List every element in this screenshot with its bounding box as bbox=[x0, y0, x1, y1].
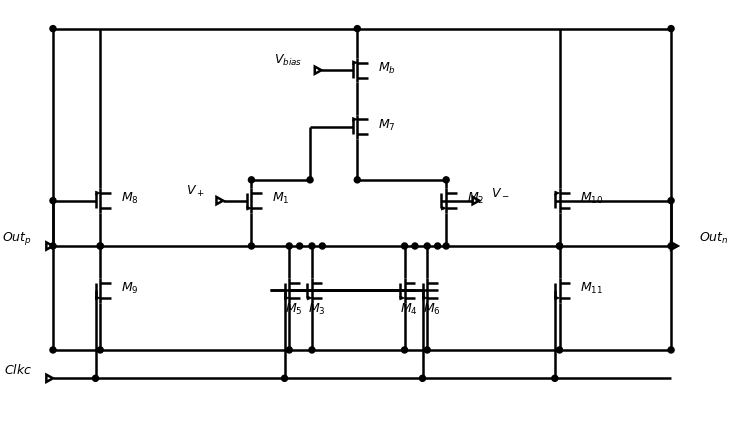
Text: $M_2$: $M_2$ bbox=[467, 191, 484, 206]
Polygon shape bbox=[400, 296, 404, 300]
Polygon shape bbox=[555, 296, 560, 300]
Circle shape bbox=[443, 177, 449, 183]
Circle shape bbox=[309, 347, 315, 353]
Circle shape bbox=[424, 347, 430, 353]
Circle shape bbox=[354, 26, 361, 32]
Text: $M_5$: $M_5$ bbox=[285, 302, 303, 317]
Circle shape bbox=[420, 375, 426, 381]
Circle shape bbox=[434, 243, 441, 249]
Circle shape bbox=[668, 198, 674, 203]
Circle shape bbox=[296, 243, 303, 249]
Circle shape bbox=[50, 347, 56, 353]
Circle shape bbox=[556, 243, 563, 249]
Text: $M_{11}$: $M_{11}$ bbox=[580, 281, 604, 296]
Text: $Out_n$: $Out_n$ bbox=[699, 231, 729, 246]
Polygon shape bbox=[285, 296, 289, 300]
Circle shape bbox=[402, 347, 407, 353]
Circle shape bbox=[443, 243, 449, 249]
Circle shape bbox=[93, 375, 99, 381]
Circle shape bbox=[50, 243, 56, 249]
Circle shape bbox=[668, 243, 674, 249]
Text: $M_3$: $M_3$ bbox=[308, 302, 326, 317]
Polygon shape bbox=[96, 191, 100, 195]
Circle shape bbox=[50, 26, 56, 32]
Text: $M_7$: $M_7$ bbox=[378, 118, 396, 132]
Polygon shape bbox=[423, 296, 427, 300]
Circle shape bbox=[282, 375, 288, 381]
Circle shape bbox=[552, 375, 558, 381]
Circle shape bbox=[248, 177, 255, 183]
Text: $M_9$: $M_9$ bbox=[121, 281, 139, 296]
Text: $M_4$: $M_4$ bbox=[400, 302, 418, 317]
Polygon shape bbox=[353, 117, 357, 121]
Text: $V_+$: $V_+$ bbox=[185, 184, 204, 199]
Circle shape bbox=[97, 243, 103, 249]
Circle shape bbox=[319, 243, 326, 249]
Polygon shape bbox=[555, 191, 560, 195]
Circle shape bbox=[248, 243, 255, 249]
Circle shape bbox=[309, 243, 315, 249]
Circle shape bbox=[556, 347, 563, 353]
Circle shape bbox=[50, 198, 56, 203]
Circle shape bbox=[556, 243, 563, 249]
Circle shape bbox=[424, 243, 430, 249]
Circle shape bbox=[286, 243, 292, 249]
Circle shape bbox=[412, 243, 418, 249]
Text: $M_b$: $M_b$ bbox=[378, 61, 396, 76]
Polygon shape bbox=[307, 296, 312, 300]
Circle shape bbox=[668, 347, 674, 353]
Text: $M_1$: $M_1$ bbox=[272, 191, 290, 206]
Text: $M_8$: $M_8$ bbox=[121, 191, 139, 206]
Text: $M_{10}$: $M_{10}$ bbox=[580, 191, 604, 206]
Circle shape bbox=[402, 243, 407, 249]
Text: $V_{bias}$: $V_{bias}$ bbox=[274, 53, 302, 68]
Circle shape bbox=[354, 177, 361, 183]
Circle shape bbox=[668, 26, 674, 32]
Circle shape bbox=[97, 243, 103, 249]
Circle shape bbox=[286, 347, 292, 353]
Text: $Out_p$: $Out_p$ bbox=[2, 230, 32, 247]
Polygon shape bbox=[247, 206, 251, 210]
Polygon shape bbox=[442, 206, 446, 210]
Text: $Clkc$: $Clkc$ bbox=[4, 363, 32, 377]
Polygon shape bbox=[96, 296, 100, 300]
Polygon shape bbox=[353, 60, 357, 65]
Text: $V_-$: $V_-$ bbox=[491, 185, 510, 198]
Circle shape bbox=[307, 177, 313, 183]
Circle shape bbox=[97, 347, 103, 353]
Text: $M_6$: $M_6$ bbox=[423, 302, 441, 317]
